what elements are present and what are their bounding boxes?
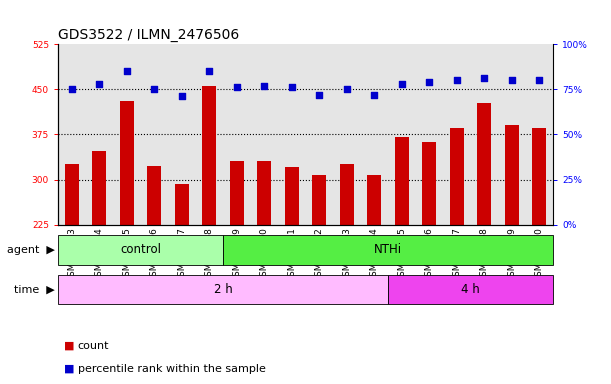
Bar [58, 44, 86, 225]
Point [95, 81, 104, 87]
Bar [340, 164, 354, 225]
Bar [223, 235, 553, 265]
Bar [477, 103, 491, 225]
Bar [333, 44, 360, 225]
Bar [415, 44, 443, 225]
Point [122, 68, 132, 74]
Bar [58, 235, 223, 265]
Bar [147, 166, 161, 225]
Bar [360, 44, 388, 225]
Bar [525, 44, 553, 225]
Bar [58, 275, 388, 304]
Text: 2 h: 2 h [214, 283, 232, 296]
Bar [196, 44, 223, 225]
Point [149, 86, 159, 92]
Bar [175, 184, 189, 225]
Text: percentile rank within the sample: percentile rank within the sample [78, 364, 265, 374]
Point [342, 86, 352, 92]
Bar [113, 44, 141, 225]
Bar [257, 162, 271, 225]
Bar [422, 142, 436, 225]
Point [507, 77, 517, 83]
Point [452, 77, 462, 83]
Bar [306, 44, 333, 225]
Point [67, 86, 77, 92]
Bar [202, 86, 216, 225]
Point [480, 75, 489, 81]
Bar [498, 44, 525, 225]
Text: GDS3522 / ILMN_2476506: GDS3522 / ILMN_2476506 [58, 28, 240, 42]
Bar [65, 164, 79, 225]
Text: control: control [120, 243, 161, 257]
Bar [120, 101, 134, 225]
Bar [285, 167, 299, 225]
Bar [505, 126, 519, 225]
Bar [395, 137, 409, 225]
Point [397, 81, 407, 87]
Point [204, 68, 214, 74]
Text: ■: ■ [64, 364, 75, 374]
Text: 4 h: 4 h [461, 283, 480, 296]
Bar [532, 128, 546, 225]
Bar [230, 162, 244, 225]
Point [424, 79, 434, 85]
Bar [168, 44, 196, 225]
Bar [450, 128, 464, 225]
Bar [470, 44, 498, 225]
Point [232, 84, 242, 91]
Point [315, 92, 324, 98]
Text: count: count [78, 341, 109, 351]
Bar [388, 44, 415, 225]
Point [259, 83, 269, 89]
Text: time  ▶: time ▶ [14, 284, 55, 295]
Bar [86, 44, 113, 225]
Point [177, 93, 187, 99]
Bar [312, 175, 326, 225]
Bar [443, 44, 470, 225]
Point [369, 92, 379, 98]
Bar [251, 44, 278, 225]
Bar [92, 151, 106, 225]
Bar [141, 44, 168, 225]
Bar [278, 44, 306, 225]
Bar [388, 275, 553, 304]
Bar [223, 44, 251, 225]
Point [534, 77, 544, 83]
Point [287, 84, 297, 91]
Text: ■: ■ [64, 341, 75, 351]
Bar [367, 175, 381, 225]
Text: NTHi: NTHi [374, 243, 402, 257]
Text: agent  ▶: agent ▶ [7, 245, 55, 255]
